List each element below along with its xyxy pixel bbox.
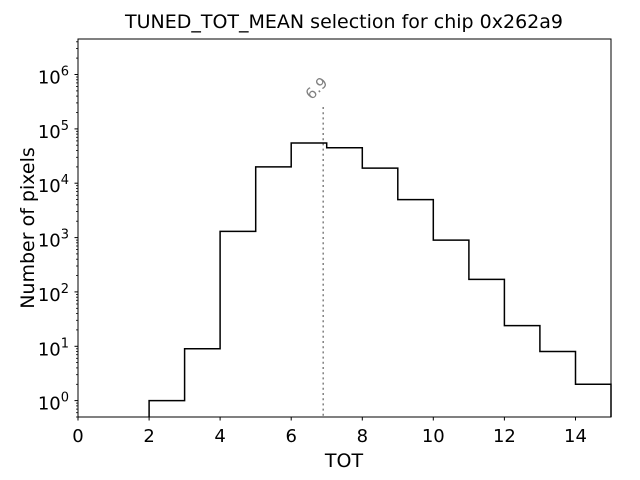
x-tick-label: 8: [357, 426, 368, 447]
x-tick-label: 10: [422, 426, 445, 447]
plot-border: [77, 38, 612, 418]
x-tick-label: 14: [564, 426, 587, 447]
x-tick-label: 0: [72, 426, 83, 447]
x-tick-label: 4: [214, 426, 225, 447]
x-tick-label: 6: [285, 426, 296, 447]
x-axis-label: TOT: [324, 450, 364, 472]
y-tick-label: 101: [38, 336, 69, 360]
x-axis-ticks: 0 2 4 6 8 10 12 14: [72, 417, 587, 447]
x-tick-label: 2: [143, 426, 154, 447]
y-tick-label: 100: [38, 391, 69, 415]
histogram-group: [148, 142, 612, 417]
histogram-path: [148, 142, 612, 417]
y-tick-label: 102: [38, 282, 69, 306]
y-axis-label: Number of pixels: [17, 147, 39, 309]
y-tick-label: 106: [38, 65, 69, 89]
chart-title: TUNED_TOT_MEAN selection for chip 0x262a…: [124, 11, 563, 33]
y-axis-ticks: 100 101 102 103 104 105 106: [38, 41, 78, 418]
y-tick-label: 103: [38, 228, 69, 252]
x-tick-label: 12: [493, 426, 516, 447]
y-tick-label: 105: [38, 119, 69, 143]
y-tick-label: 104: [38, 173, 69, 197]
